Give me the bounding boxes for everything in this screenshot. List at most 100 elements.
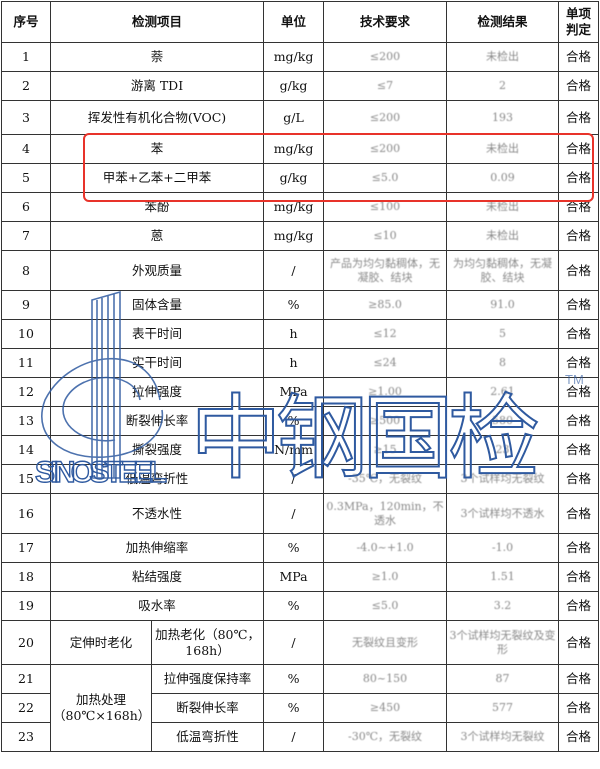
test-result: 87 (446, 664, 560, 694)
row-number: 9 (1, 290, 51, 320)
item-unit: MPa (263, 377, 325, 407)
item-name: 断裂伸长率 (49, 406, 265, 436)
item-unit: / (263, 250, 325, 291)
technical-requirement: -4.0~+1.0 (323, 533, 448, 563)
test-results-table: 序号 检测项目 单位 技术要求 检测结果 单项判定 1 萘 mg/kg ≤200 未检出… (1, 1, 600, 752)
item-unit: % (263, 591, 325, 621)
row-number: 1 (1, 42, 51, 72)
item-name: 萘 (49, 42, 265, 72)
verdict: 合格 (558, 192, 600, 222)
row-number: 10 (1, 319, 51, 349)
row-number: 19 (1, 591, 51, 621)
technical-requirement: 80~150 (323, 664, 448, 694)
test-result: 3个试样均不透水 (446, 493, 560, 534)
table-row: 2 游离 TDI g/kg ≤7 2 合格 (1, 71, 600, 101)
test-result: 3个试样均无裂纹及变形 (446, 620, 560, 665)
verdict: 合格 (558, 406, 600, 436)
item-unit: / (263, 464, 325, 494)
item-unit: mg/kg (263, 42, 325, 72)
item-unit: h (263, 348, 325, 378)
row-number: 3 (1, 100, 51, 135)
header-item: 检测项目 (49, 1, 265, 43)
test-result: 未检出 (446, 42, 560, 72)
verdict: 合格 (558, 620, 600, 665)
item-unit: g/L (263, 100, 325, 135)
technical-requirement: 产品为均匀黏稠体，无凝胶、结块 (323, 250, 448, 291)
item-name: 低温弯折性 (49, 464, 265, 494)
verdict: 合格 (558, 319, 600, 349)
test-result: 未检出 (446, 192, 560, 222)
technical-requirement: ≥1.00 (323, 377, 448, 407)
test-result: -1.0 (446, 533, 560, 563)
table-row: 12 拉伸强度 MPa ≥1.00 2.61 合格 (1, 377, 600, 407)
technical-requirement: ≤7 (323, 71, 448, 101)
test-result: 0.09 (446, 163, 560, 193)
item-name: 撕裂强度 (49, 435, 265, 465)
item-unit: / (263, 722, 325, 752)
item-unit: % (263, 664, 325, 694)
table-row: 21 加热处理（80℃×168h） 拉伸强度保持率% 80~150 87 合格 (1, 664, 600, 752)
table-row: 3 挥发性有机化合物(VOC) g/L ≤200 193 合格 (1, 100, 600, 135)
test-result: 193 (446, 100, 560, 135)
row-number: 8 (1, 250, 51, 291)
verdict: 合格 (558, 533, 600, 563)
table-row: 9 固体含量% ≥85.0 91.0 合格 (1, 290, 600, 320)
technical-requirement: -30℃，无裂纹 (323, 722, 448, 752)
verdict: 合格 (558, 250, 600, 291)
technical-requirement: -35℃，无裂纹 (323, 464, 448, 494)
row-number: 5 (1, 163, 51, 193)
test-result: 3个试样均无裂纹 (446, 464, 560, 494)
verdict: 合格 (558, 221, 600, 251)
item-unit: / (263, 620, 325, 665)
item-unit: g/kg (263, 163, 325, 193)
row-number: 22 (1, 693, 51, 723)
test-result: 为均匀黏稠体，无凝胶、结块 (446, 250, 560, 291)
table-row: 13 断裂伸长率% ≥500 580 合格 (1, 406, 600, 436)
row-number: 12 (1, 377, 51, 407)
verdict: 合格 (558, 664, 600, 694)
item-name: 断裂伸长率 (150, 693, 265, 723)
table-row: 16 不透水性/0.3MPa，120min，不透水 3个试样均不透水 合格 (1, 493, 600, 534)
header-unit: 单位 (263, 1, 325, 43)
row-number: 2 (1, 71, 51, 101)
test-result: 未检出 (446, 134, 560, 164)
table-row: 4 苯 mg/kg ≤200 未检出 合格 (1, 134, 600, 164)
technical-requirement: ≥450 (323, 693, 448, 723)
table-row: 19 吸水率% ≤5.0 3.2 合格 (1, 591, 600, 621)
verdict: 合格 (558, 71, 600, 101)
test-result: 580 (446, 406, 560, 436)
item-name: 拉伸强度 (49, 377, 265, 407)
technical-requirement: ≥15 (323, 435, 448, 465)
test-result: 8 (446, 348, 560, 378)
item-unit: % (263, 406, 325, 436)
item-unit: g/kg (263, 71, 325, 101)
item-unit: % (263, 290, 325, 320)
item-unit: % (263, 693, 325, 723)
technical-requirement: ≤12 (323, 319, 448, 349)
technical-requirement: ≤5.0 (323, 591, 448, 621)
item-name: 蒽 (49, 221, 265, 251)
verdict: 合格 (558, 290, 600, 320)
item-group-name: 加热处理（80℃×168h） (50, 664, 152, 752)
test-result: 91.0 (446, 290, 560, 320)
item-unit: mg/kg (263, 221, 325, 251)
technical-requirement: 0.3MPa，120min，不透水 (323, 493, 448, 534)
verdict: 合格 (558, 163, 600, 193)
table-row: 23 低温弯折性 / -30℃，无裂纹 3个试样均无裂纹 合格 (1, 722, 600, 752)
item-name: 拉伸强度保持率 (150, 664, 265, 694)
table-header: 序号 检测项目 单位 技术要求 检测结果 单项判定 (1, 1, 600, 43)
row-number: 20 (1, 620, 51, 665)
item-unit: MPa (263, 562, 325, 592)
test-result: 2 (446, 71, 560, 101)
test-result: 3.2 (446, 591, 560, 621)
table-row: 18 粘结强度 MPa ≥1.0 1.51 合格 (1, 562, 600, 592)
header-no: 序号 (1, 1, 51, 43)
row-number: 11 (1, 348, 51, 378)
row-number: 15 (1, 464, 51, 494)
technical-requirement: ≤200 (323, 134, 448, 164)
header-verdict: 单项判定 (558, 1, 600, 43)
row-number: 16 (1, 493, 51, 534)
table-row: 8 外观质量 / 产品为均匀黏稠体，无凝胶、结块 为均匀黏稠体，无凝胶、结块 合格 (1, 250, 600, 291)
test-result: 未检出 (446, 221, 560, 251)
item-unit: mg/kg (263, 192, 325, 222)
